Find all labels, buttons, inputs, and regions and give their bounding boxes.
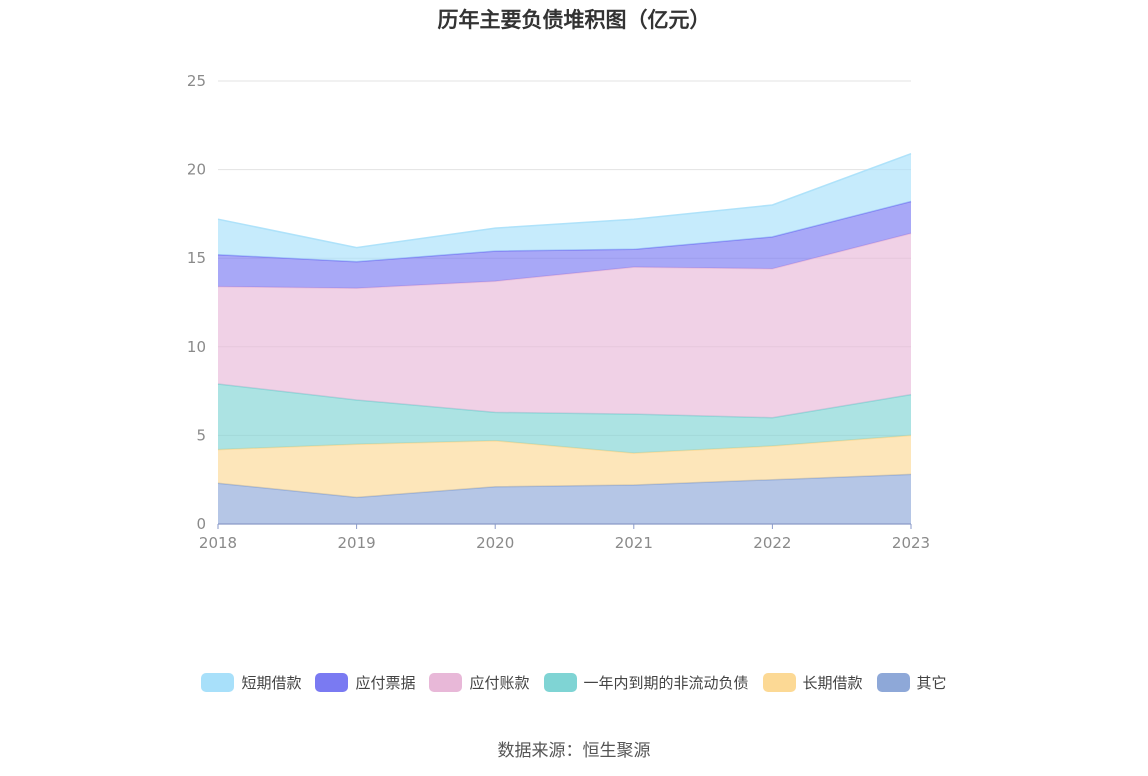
- legend-swatch: [201, 673, 235, 692]
- legend-label: 长期借款: [802, 674, 863, 692]
- legend-swatch: [315, 673, 349, 692]
- legend-item-short-term-loans[interactable]: 短期借款: [201, 672, 301, 693]
- axis-layer: 0 5 10 15 20 25 2018 2019 2020 2021 2022 2023: [187, 72, 930, 552]
- legend-label: 其它: [916, 674, 947, 692]
- x-tick-label: 2023: [892, 534, 930, 552]
- area-series-4[interactable]: [218, 201, 911, 289]
- data-source: 数据来源：恒生聚源: [497, 741, 651, 761]
- area-layer: [217, 152, 912, 524]
- area-series-edge-5: [217, 152, 912, 249]
- y-tick-label: 25: [187, 72, 206, 90]
- y-tick-label: 5: [196, 426, 206, 444]
- legend: 短期借款 应付票据 应付账款 一年内到期的非流动负债 长期借款 其它: [0, 672, 1148, 693]
- legend-swatch: [429, 673, 463, 692]
- x-tick-label: 2018: [199, 534, 237, 552]
- x-tick-label: 2021: [615, 534, 653, 552]
- area-series-2[interactable]: [218, 384, 911, 454]
- y-tick-label: 20: [187, 161, 206, 179]
- legend-label: 短期借款: [241, 674, 302, 692]
- y-tick-label: 10: [187, 338, 206, 356]
- legend-item-current-noncurrent-liabilities[interactable]: 一年内到期的非流动负债: [543, 672, 749, 693]
- legend-swatch: [543, 673, 577, 692]
- legend-item-accounts-payable[interactable]: 应付账款: [429, 672, 530, 693]
- x-tick-label: 2019: [338, 534, 376, 552]
- y-tick-label: 0: [196, 515, 206, 533]
- area-series-5[interactable]: [218, 153, 911, 262]
- area-series-0[interactable]: [218, 474, 911, 524]
- area-series-3[interactable]: [218, 233, 911, 418]
- legend-item-long-term-loans[interactable]: 长期借款: [762, 672, 863, 693]
- legend-label: 一年内到期的非流动负债: [583, 674, 749, 692]
- y-tick-label: 15: [187, 249, 206, 267]
- stacked-area-chart: 0 5 10 15 20 25 2018 2019 2020 2021 2022 2023: [187, 72, 930, 552]
- area-series-1[interactable]: [218, 435, 911, 498]
- x-tick-label: 2022: [753, 534, 791, 552]
- legend-label: 应付票据: [355, 674, 416, 692]
- legend-item-other[interactable]: 其它: [876, 672, 947, 693]
- chart-title: 历年主要负债堆积图（亿元）: [437, 8, 711, 32]
- legend-label: 应付账款: [469, 674, 530, 692]
- legend-swatch: [876, 673, 910, 692]
- x-tick-label: 2020: [476, 534, 514, 552]
- legend-item-notes-payable[interactable]: 应付票据: [315, 672, 415, 693]
- legend-swatch: [762, 673, 796, 692]
